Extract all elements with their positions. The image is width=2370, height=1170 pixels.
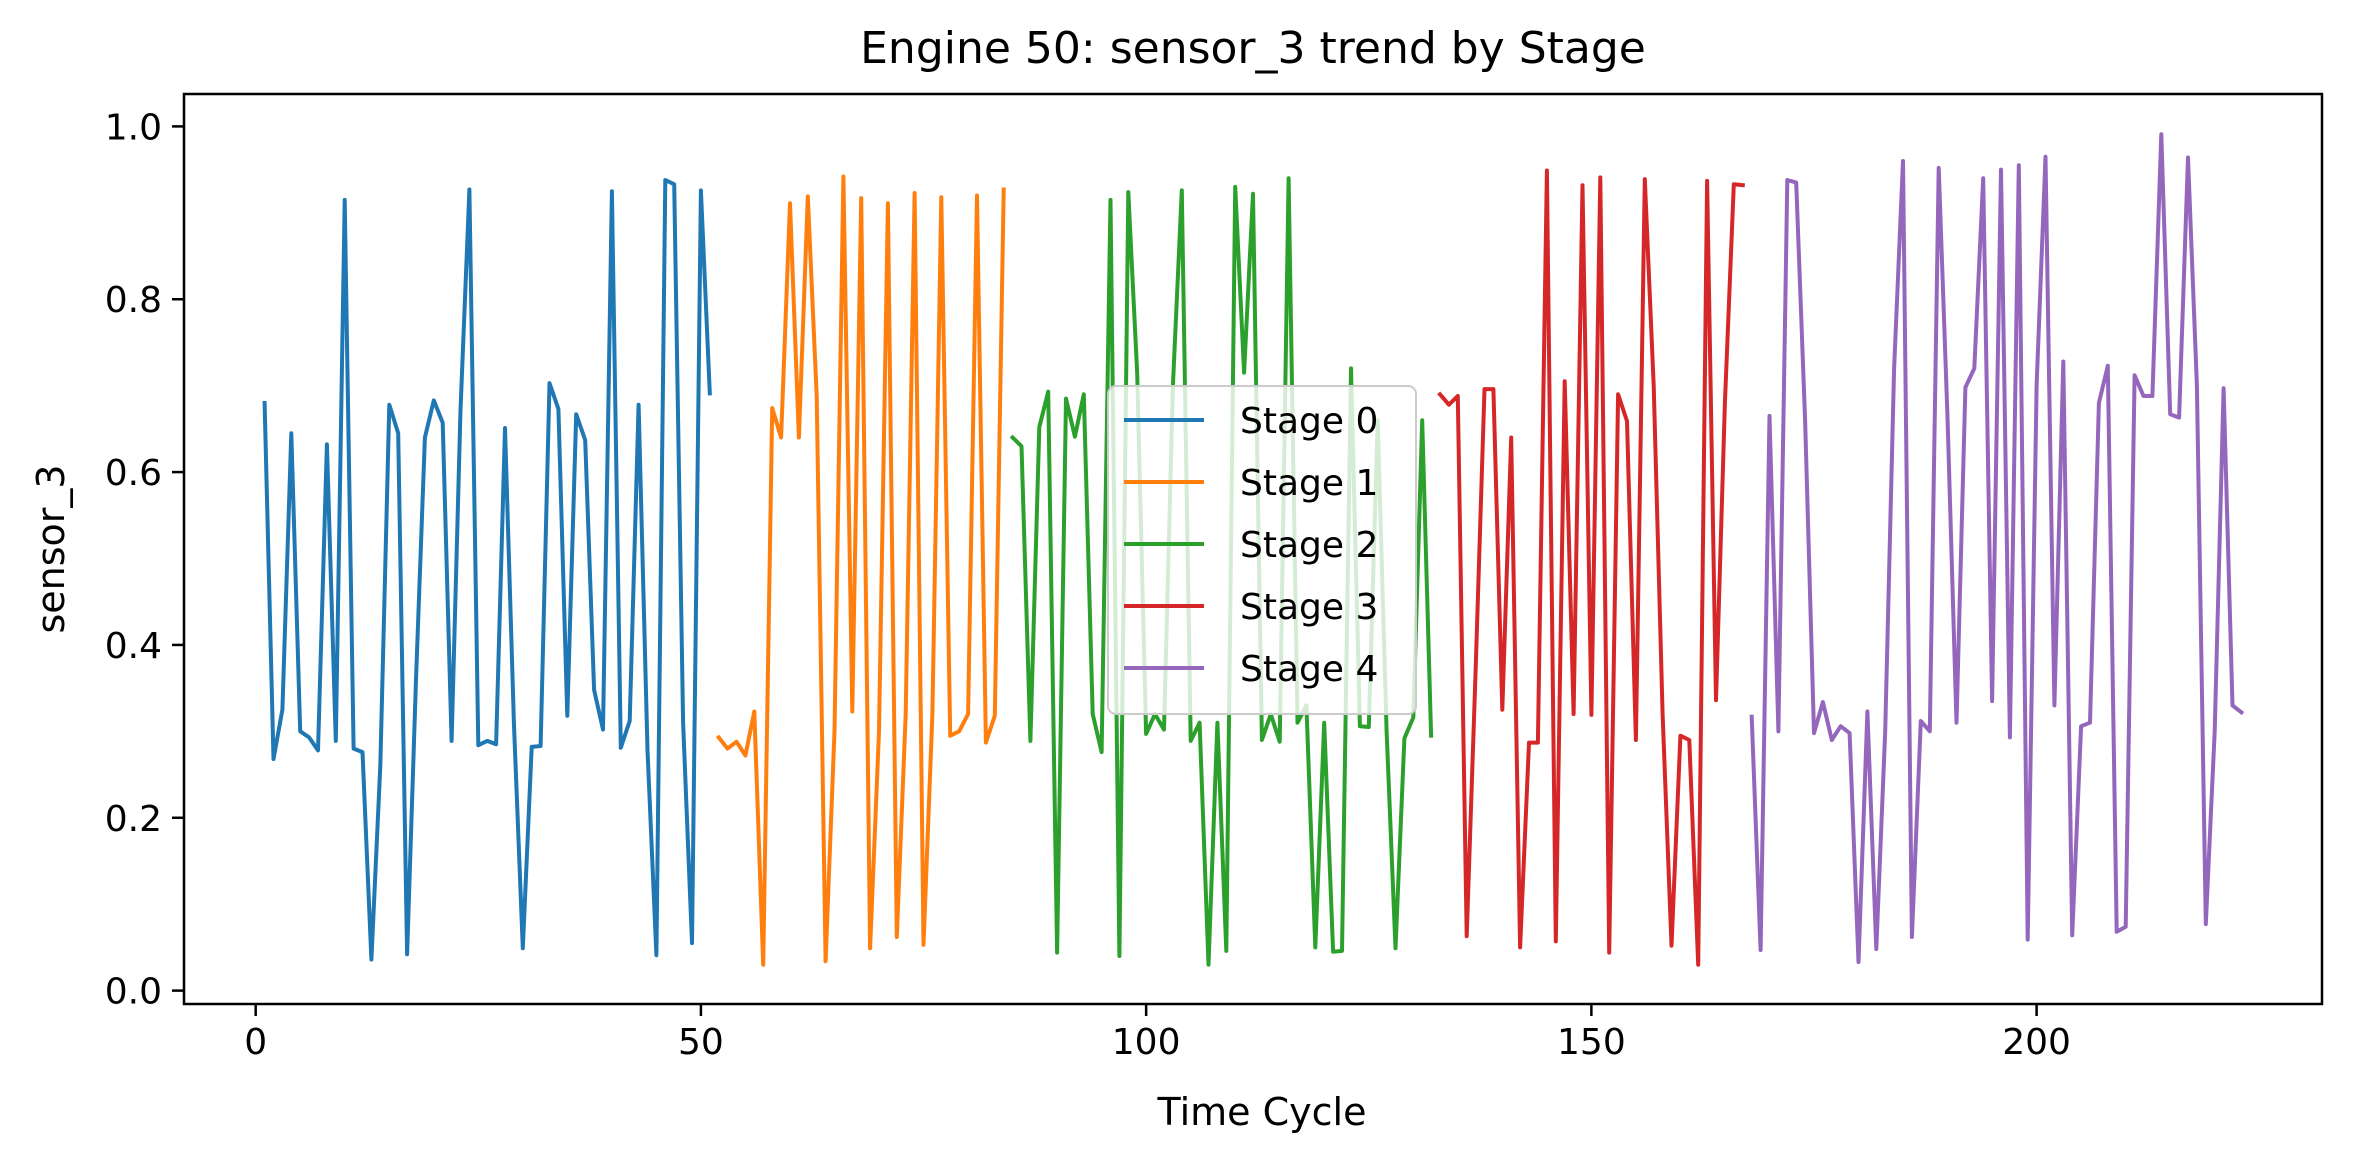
plot-lines — [262, 132, 2245, 967]
y-axis: 0.0 0.2 0.4 0.6 0.8 1.0 — [105, 107, 184, 1013]
x-tick-label: 200 — [2002, 1022, 2071, 1063]
legend-label-stage-3: Stage 3 — [1240, 587, 1378, 628]
legend-label-stage-4: Stage 4 — [1240, 649, 1378, 690]
series-line-stage-4 — [1749, 132, 2245, 965]
x-tick-label: 0 — [244, 1022, 267, 1063]
y-tick-label: 0.0 — [105, 972, 162, 1013]
legend-label-stage-0: Stage 0 — [1240, 401, 1378, 442]
chart-title: Engine 50: sensor_3 trend by Stage — [860, 23, 1646, 74]
series-line-stage-1 — [715, 174, 1006, 967]
legend-label-stage-1: Stage 1 — [1240, 463, 1378, 504]
series-line-stage-3 — [1437, 168, 1745, 967]
legend: Stage 0 Stage 1 Stage 2 Stage 3 Stage 4 — [1107, 385, 1417, 715]
plot-frame — [182, 92, 2324, 1006]
legend-box — [1107, 385, 1417, 715]
legend-label-stage-2: Stage 2 — [1240, 525, 1378, 566]
y-tick-label: 1.0 — [105, 107, 162, 148]
x-axis: 0 50 100 150 200 — [244, 1004, 2071, 1063]
x-tick-label: 50 — [678, 1022, 724, 1063]
x-axis-label: Time Cycle — [1157, 1090, 1367, 1134]
y-tick-label: 0.8 — [105, 280, 162, 321]
y-tick-label: 0.2 — [105, 799, 162, 840]
series-line-stage-2 — [1009, 176, 1434, 967]
y-tick-label: 0.6 — [105, 453, 162, 494]
series-line-stage-0 — [262, 178, 712, 962]
y-axis-label: sensor_3 — [29, 464, 73, 633]
y-tick-label: 0.4 — [105, 626, 162, 667]
x-tick-label: 100 — [1112, 1022, 1181, 1063]
x-tick-label: 150 — [1557, 1022, 1626, 1063]
